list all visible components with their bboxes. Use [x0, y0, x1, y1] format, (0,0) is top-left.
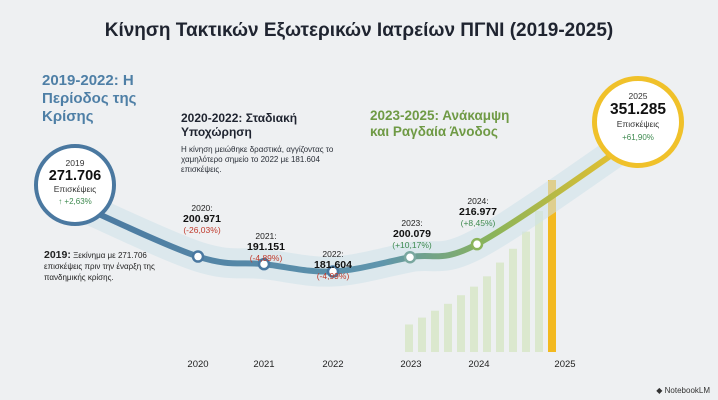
- label-2020: 2020: 200.971 (-26,03%): [180, 203, 224, 236]
- label-2020-change: (-26,03%): [183, 225, 221, 235]
- growth-bar: [535, 210, 543, 352]
- label-2022-year: 2022:: [322, 249, 344, 259]
- phase-recovery-title: 2023-2025: Ανάκαμψη και Ραγδαία Άνοδος: [370, 108, 510, 139]
- callout-2019-label: Επισκέψεις: [53, 184, 97, 194]
- x-tick-2020: 2020: [187, 359, 209, 370]
- label-2024-year: 2024:: [467, 196, 489, 206]
- phase-decline-description: Η κίνηση μειώθηκε δραστικά, αγγίζοντας τ…: [181, 145, 334, 174]
- label-2024-change: (+8,45%): [460, 218, 496, 228]
- note-2019-year: 2019:: [44, 249, 71, 261]
- phase-decline-title: 2020-2022: Σταδιακή Υποχώρηση: [181, 111, 298, 139]
- growth-bar: [444, 303, 452, 352]
- callout-2025-label: Επισκέψεις: [616, 119, 660, 129]
- callout-2019: 2019 271.706 Επισκέψεις ↑ +2,63%: [34, 144, 116, 226]
- label-2021-change: (-4,89%): [249, 253, 283, 263]
- x-tick-2021: 2021: [253, 359, 275, 370]
- brand-mark: ◆ NotebookLM: [656, 386, 710, 395]
- growth-bar: [418, 317, 426, 352]
- callout-2025-value: 351.285: [609, 101, 667, 118]
- data-point-2020: [191, 250, 205, 263]
- label-2020-value: 200.971: [183, 213, 221, 225]
- label-2023-value: 200.079: [393, 228, 431, 240]
- x-tick-2022: 2022: [322, 359, 344, 370]
- phase-crisis-title: 2019-2022: Η Περίοδος της Κρίσης: [42, 72, 137, 125]
- label-2021-value: 191.151: [247, 241, 285, 253]
- brand-label: NotebookLM: [664, 386, 710, 395]
- x-tick-2025: 2025: [554, 359, 576, 370]
- growth-bar: [522, 231, 530, 352]
- note-2019: 2019: Ξεκίνημα με 271.706 επισκέψεις πρι…: [44, 250, 172, 283]
- label-2024: 2024: 216.977 (+8,45%): [454, 196, 502, 229]
- callout-2025-change: +61,90%: [622, 133, 654, 142]
- page-title: Κίνηση Τακτικών Εξωτερικών Ιατρείων ΠΓΝΙ…: [104, 20, 614, 41]
- label-2022-value: 181.604: [314, 259, 352, 271]
- label-2022: 2022: 181.604 (-4,99%): [311, 249, 355, 282]
- growth-bar: [405, 324, 413, 352]
- label-2021: 2021: 191.151 (-4,89%): [244, 231, 288, 264]
- callout-2019-change: ↑ +2,63%: [58, 197, 92, 206]
- note-2019-text: Ξεκίνημα με 271.706 επισκέψεις πριν την …: [44, 251, 155, 282]
- label-2023-change: (+10,17%): [392, 240, 432, 250]
- x-tick-2024: 2024: [468, 359, 490, 370]
- label-2023: 2023: 200.079 (+10,17%): [388, 218, 436, 251]
- growth-bar: [431, 310, 439, 352]
- growth-bar: [548, 180, 556, 352]
- callout-2025: 2025 351.285 Επισκέψεις +61,90%: [592, 76, 684, 168]
- label-2022-change: (-4,99%): [316, 271, 350, 281]
- callout-2019-year: 2019: [65, 158, 85, 168]
- callout-2019-value: 271.706: [48, 168, 102, 184]
- label-2021-year: 2021:: [255, 231, 277, 241]
- callout-2025-year: 2025: [628, 91, 648, 101]
- growth-bar: [457, 295, 465, 352]
- data-point-2021: [257, 257, 271, 271]
- data-point-2024: [470, 237, 484, 251]
- growth-bar: [496, 262, 504, 352]
- growth-bar: [509, 248, 517, 352]
- label-2023-year: 2023:: [401, 218, 423, 228]
- label-2024-value: 216.977: [459, 206, 497, 218]
- x-tick-2023: 2023: [400, 359, 422, 370]
- growth-bar: [483, 276, 491, 352]
- label-2020-year: 2020:: [191, 203, 213, 213]
- data-point-2022: [326, 265, 340, 278]
- growth-bar: [470, 286, 478, 352]
- data-point-2023: [403, 250, 417, 264]
